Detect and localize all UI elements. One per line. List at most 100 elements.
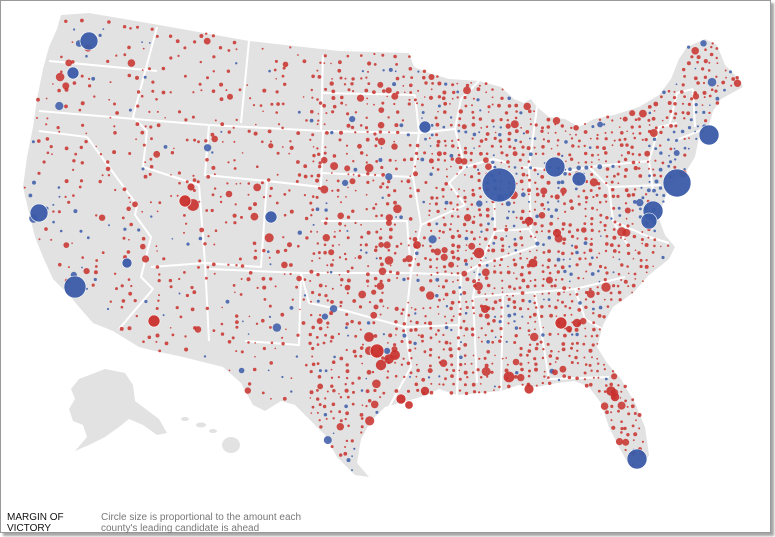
county-dot: [616, 284, 620, 288]
county-dot: [393, 251, 397, 255]
county-dot: [281, 342, 285, 346]
county-dot: [235, 325, 239, 329]
county-dot: [147, 335, 152, 340]
county-dot: [570, 313, 573, 316]
county-dot: [693, 76, 698, 81]
county-dot: [478, 131, 481, 134]
county-dot: [58, 195, 61, 198]
county-dot: [552, 117, 561, 125]
county-dot: [548, 354, 553, 358]
county-dot: [372, 321, 376, 325]
county-dot: [715, 75, 718, 79]
county-dot: [326, 264, 329, 267]
county-dot: [148, 110, 151, 113]
county-dot: [303, 278, 307, 281]
county-dot: [470, 266, 473, 269]
county-dot: [477, 172, 481, 175]
county-dot: [638, 427, 641, 430]
major-circle-atlanta: [554, 316, 568, 330]
county-dot: [252, 241, 257, 246]
county-dot: [442, 265, 447, 269]
county-dot: [457, 124, 461, 127]
county-dot: [570, 206, 574, 211]
county-dot: [644, 264, 649, 269]
county-dot: [596, 369, 599, 373]
county-dot: [522, 132, 526, 135]
county-dot: [228, 369, 231, 372]
county-dot: [626, 193, 631, 198]
county-dot: [542, 348, 545, 351]
county-dot: [295, 285, 298, 289]
county-dot: [282, 66, 286, 70]
county-dot: [687, 102, 692, 106]
county-dot: [408, 340, 412, 344]
county-dot: [37, 171, 41, 175]
county-dot: [562, 286, 567, 291]
county-dot: [310, 313, 313, 317]
county-dot: [584, 161, 588, 164]
county-dot: [596, 133, 599, 137]
county-dot: [410, 357, 413, 360]
county-dot: [598, 280, 601, 283]
county-dot: [354, 257, 357, 259]
county-dot: [283, 273, 286, 275]
county-dot: [598, 264, 603, 269]
county-dot: [444, 292, 449, 297]
county-dot: [403, 375, 406, 379]
county-dot: [464, 104, 468, 108]
county-dot: [262, 346, 266, 351]
county-dot: [338, 138, 342, 142]
county-dot: [339, 304, 342, 308]
county-dot: [596, 208, 598, 211]
county-dot: [557, 250, 560, 253]
county-dot: [57, 88, 61, 93]
county-dot: [498, 133, 502, 137]
county-dot: [661, 119, 664, 122]
county-dot: [270, 102, 274, 106]
county-dot: [71, 41, 74, 43]
county-dot: [394, 320, 398, 324]
county-dot: [203, 355, 207, 358]
county-dot: [339, 396, 343, 399]
county-dot: [365, 405, 368, 408]
county-dot: [158, 273, 161, 276]
county-dot: [424, 181, 428, 184]
county-dot: [478, 186, 482, 190]
county-dot: [395, 167, 398, 171]
county-dot: [480, 327, 483, 330]
county-dot: [58, 130, 61, 133]
county-dot: [443, 101, 448, 106]
county-dot: [423, 350, 427, 354]
county-dot: [360, 77, 363, 80]
county-dot: [409, 371, 413, 375]
county-dot: [438, 383, 441, 386]
county-dot: [528, 258, 538, 268]
county-dot: [491, 217, 495, 221]
county-dot: [617, 182, 620, 185]
county-dot: [434, 116, 438, 120]
county-dot: [499, 145, 503, 148]
county-dot: [654, 179, 659, 184]
county-dot: [421, 339, 424, 343]
county-dot: [619, 397, 622, 399]
county-dot: [330, 300, 334, 304]
county-dot: [52, 210, 55, 213]
county-dot: [219, 200, 223, 204]
county-dot: [382, 391, 386, 395]
county-dot: [520, 166, 524, 170]
county-dot: [420, 334, 424, 339]
county-dot: [282, 396, 287, 401]
county-dot: [548, 332, 552, 336]
county-dot: [316, 299, 320, 303]
county-dot: [345, 144, 349, 147]
county-dot: [227, 93, 233, 100]
county-dot: [561, 300, 564, 304]
county-dot: [709, 52, 714, 57]
county-dot: [533, 146, 536, 149]
county-dot: [358, 290, 367, 299]
county-dot: [183, 231, 185, 234]
county-dot: [420, 157, 425, 162]
county-dot: [521, 278, 526, 283]
county-dot: [434, 202, 438, 206]
county-dot: [50, 238, 53, 241]
